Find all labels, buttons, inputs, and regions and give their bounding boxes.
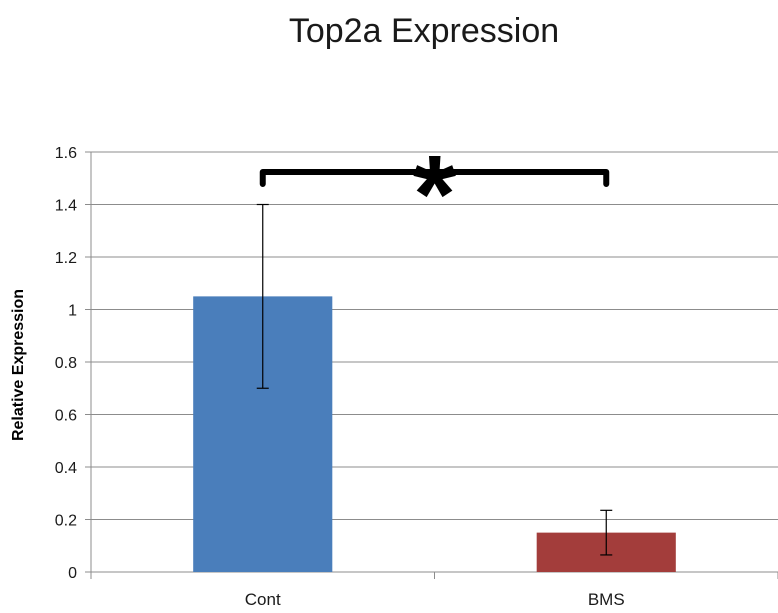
x-tick-label: BMS — [588, 590, 625, 609]
x-tick-label: Cont — [245, 590, 281, 609]
y-tick-label: 0.2 — [55, 513, 77, 530]
significance-asterisk: * — [413, 133, 456, 256]
chart-title: Top2a Expression — [289, 12, 559, 50]
y-tick-label: 0.8 — [55, 355, 77, 372]
y-tick-label: 1.6 — [55, 145, 77, 162]
y-tick-label: 0.6 — [55, 408, 77, 425]
y-tick-label: 0.4 — [55, 460, 77, 477]
bars — [193, 296, 676, 572]
significance-annotation: * — [259, 133, 610, 256]
y-axis-label: Relative Expression — [10, 289, 27, 441]
significance-bracket — [259, 169, 610, 187]
y-tick-label: 1.4 — [55, 198, 77, 215]
x-tick-labels: Cont BMS — [245, 590, 625, 609]
y-tick-label: 0 — [68, 565, 77, 582]
y-tick-label: 1 — [68, 303, 77, 320]
y-tick-label: 1.2 — [55, 250, 77, 267]
y-tick-labels: 0 0.2 0.4 0.6 0.8 1 1.2 1.4 1.6 — [55, 145, 77, 582]
error-bars — [256, 203, 613, 556]
